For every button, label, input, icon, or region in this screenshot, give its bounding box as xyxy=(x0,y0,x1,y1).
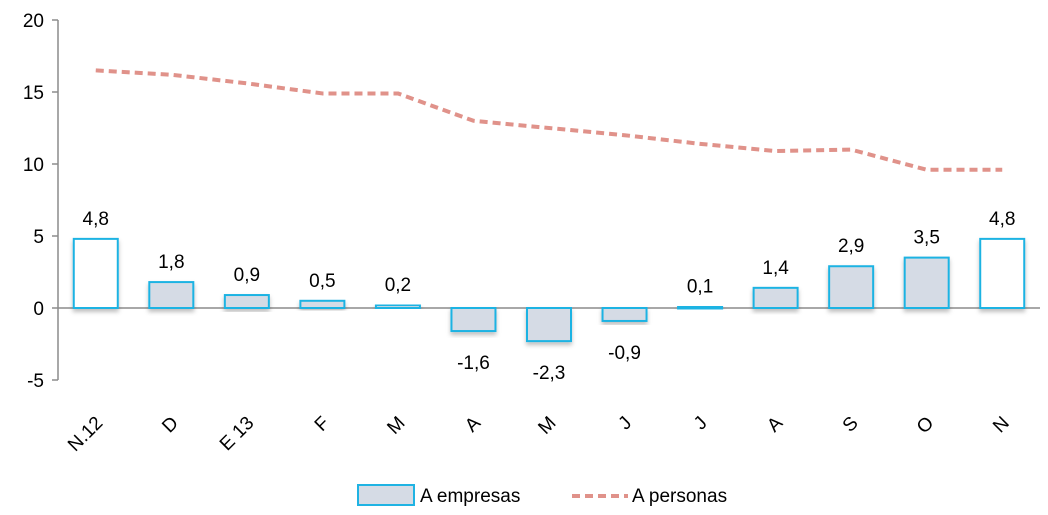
bar-data-label: 0,5 xyxy=(309,271,335,292)
bar xyxy=(374,304,421,309)
bar-data-label: 2,9 xyxy=(838,236,864,257)
legend: A empresas A personas xyxy=(357,484,727,507)
bar xyxy=(148,281,195,309)
legend-label-a-personas: A personas xyxy=(632,486,727,507)
bar xyxy=(601,307,648,322)
x-tick-label: A xyxy=(763,412,787,436)
bar xyxy=(72,237,119,310)
line-path xyxy=(95,68,1003,172)
y-tick-label: 5 xyxy=(33,227,44,248)
bar xyxy=(979,237,1026,310)
line-series-a-personas xyxy=(95,68,1003,172)
data-labels: 4,8 1,8 0,9 0,5 0,2 -1,6 -2,3 -0,9 0,1 1,4 2,9 3,5 4… xyxy=(83,209,1016,384)
x-tick-label: A xyxy=(461,412,485,436)
y-tick-label: 0 xyxy=(33,299,44,320)
bar-data-label: -2,3 xyxy=(533,363,566,384)
bar-data-label: 0,1 xyxy=(687,277,713,298)
x-tick-label: J xyxy=(615,413,637,435)
x-tick-label: S xyxy=(839,413,863,437)
bar xyxy=(752,286,799,309)
y-tick-label: 15 xyxy=(23,83,44,104)
bar-data-label: -0,9 xyxy=(608,343,641,364)
bar xyxy=(450,307,497,333)
bar xyxy=(223,294,270,310)
y-tick-label: 10 xyxy=(23,155,44,176)
bar xyxy=(677,305,724,310)
x-tick-label: E 13 xyxy=(216,413,258,455)
bar-data-label: 1,4 xyxy=(762,258,789,279)
bar-series-a-empresas xyxy=(72,237,1026,343)
x-tick-label: D xyxy=(158,413,183,438)
x-tick-label: J xyxy=(690,413,712,435)
bar-data-label: 0,2 xyxy=(385,275,411,296)
legend-swatch-a-empresas xyxy=(357,484,415,506)
x-tick-label: N xyxy=(989,413,1014,438)
x-tick-label: M xyxy=(383,413,409,439)
y-tick-label: -5 xyxy=(27,371,44,392)
bar xyxy=(903,256,950,310)
x-tick-label: N.12 xyxy=(64,413,107,456)
x-tick-label: M xyxy=(534,413,560,439)
legend-label-a-empresas: A empresas xyxy=(420,486,520,507)
bar-data-label: 3,5 xyxy=(913,228,939,249)
bar xyxy=(299,299,346,309)
x-tick-label: F xyxy=(311,413,334,436)
bar-data-label: -1,6 xyxy=(457,353,490,374)
bar-data-label: 1,8 xyxy=(158,252,184,273)
x-tick-label: O xyxy=(913,413,938,438)
bar xyxy=(828,265,875,309)
bar-data-label: 0,9 xyxy=(234,265,260,286)
bar-data-label: 4,8 xyxy=(83,209,109,230)
bar-data-label: 4,8 xyxy=(989,209,1015,230)
y-tick-label: 20 xyxy=(23,11,44,32)
bar xyxy=(526,307,572,343)
axes: -5 0 5 10 15 20 N.12 D E 13 F M A M J J A S O N xyxy=(23,11,1040,456)
